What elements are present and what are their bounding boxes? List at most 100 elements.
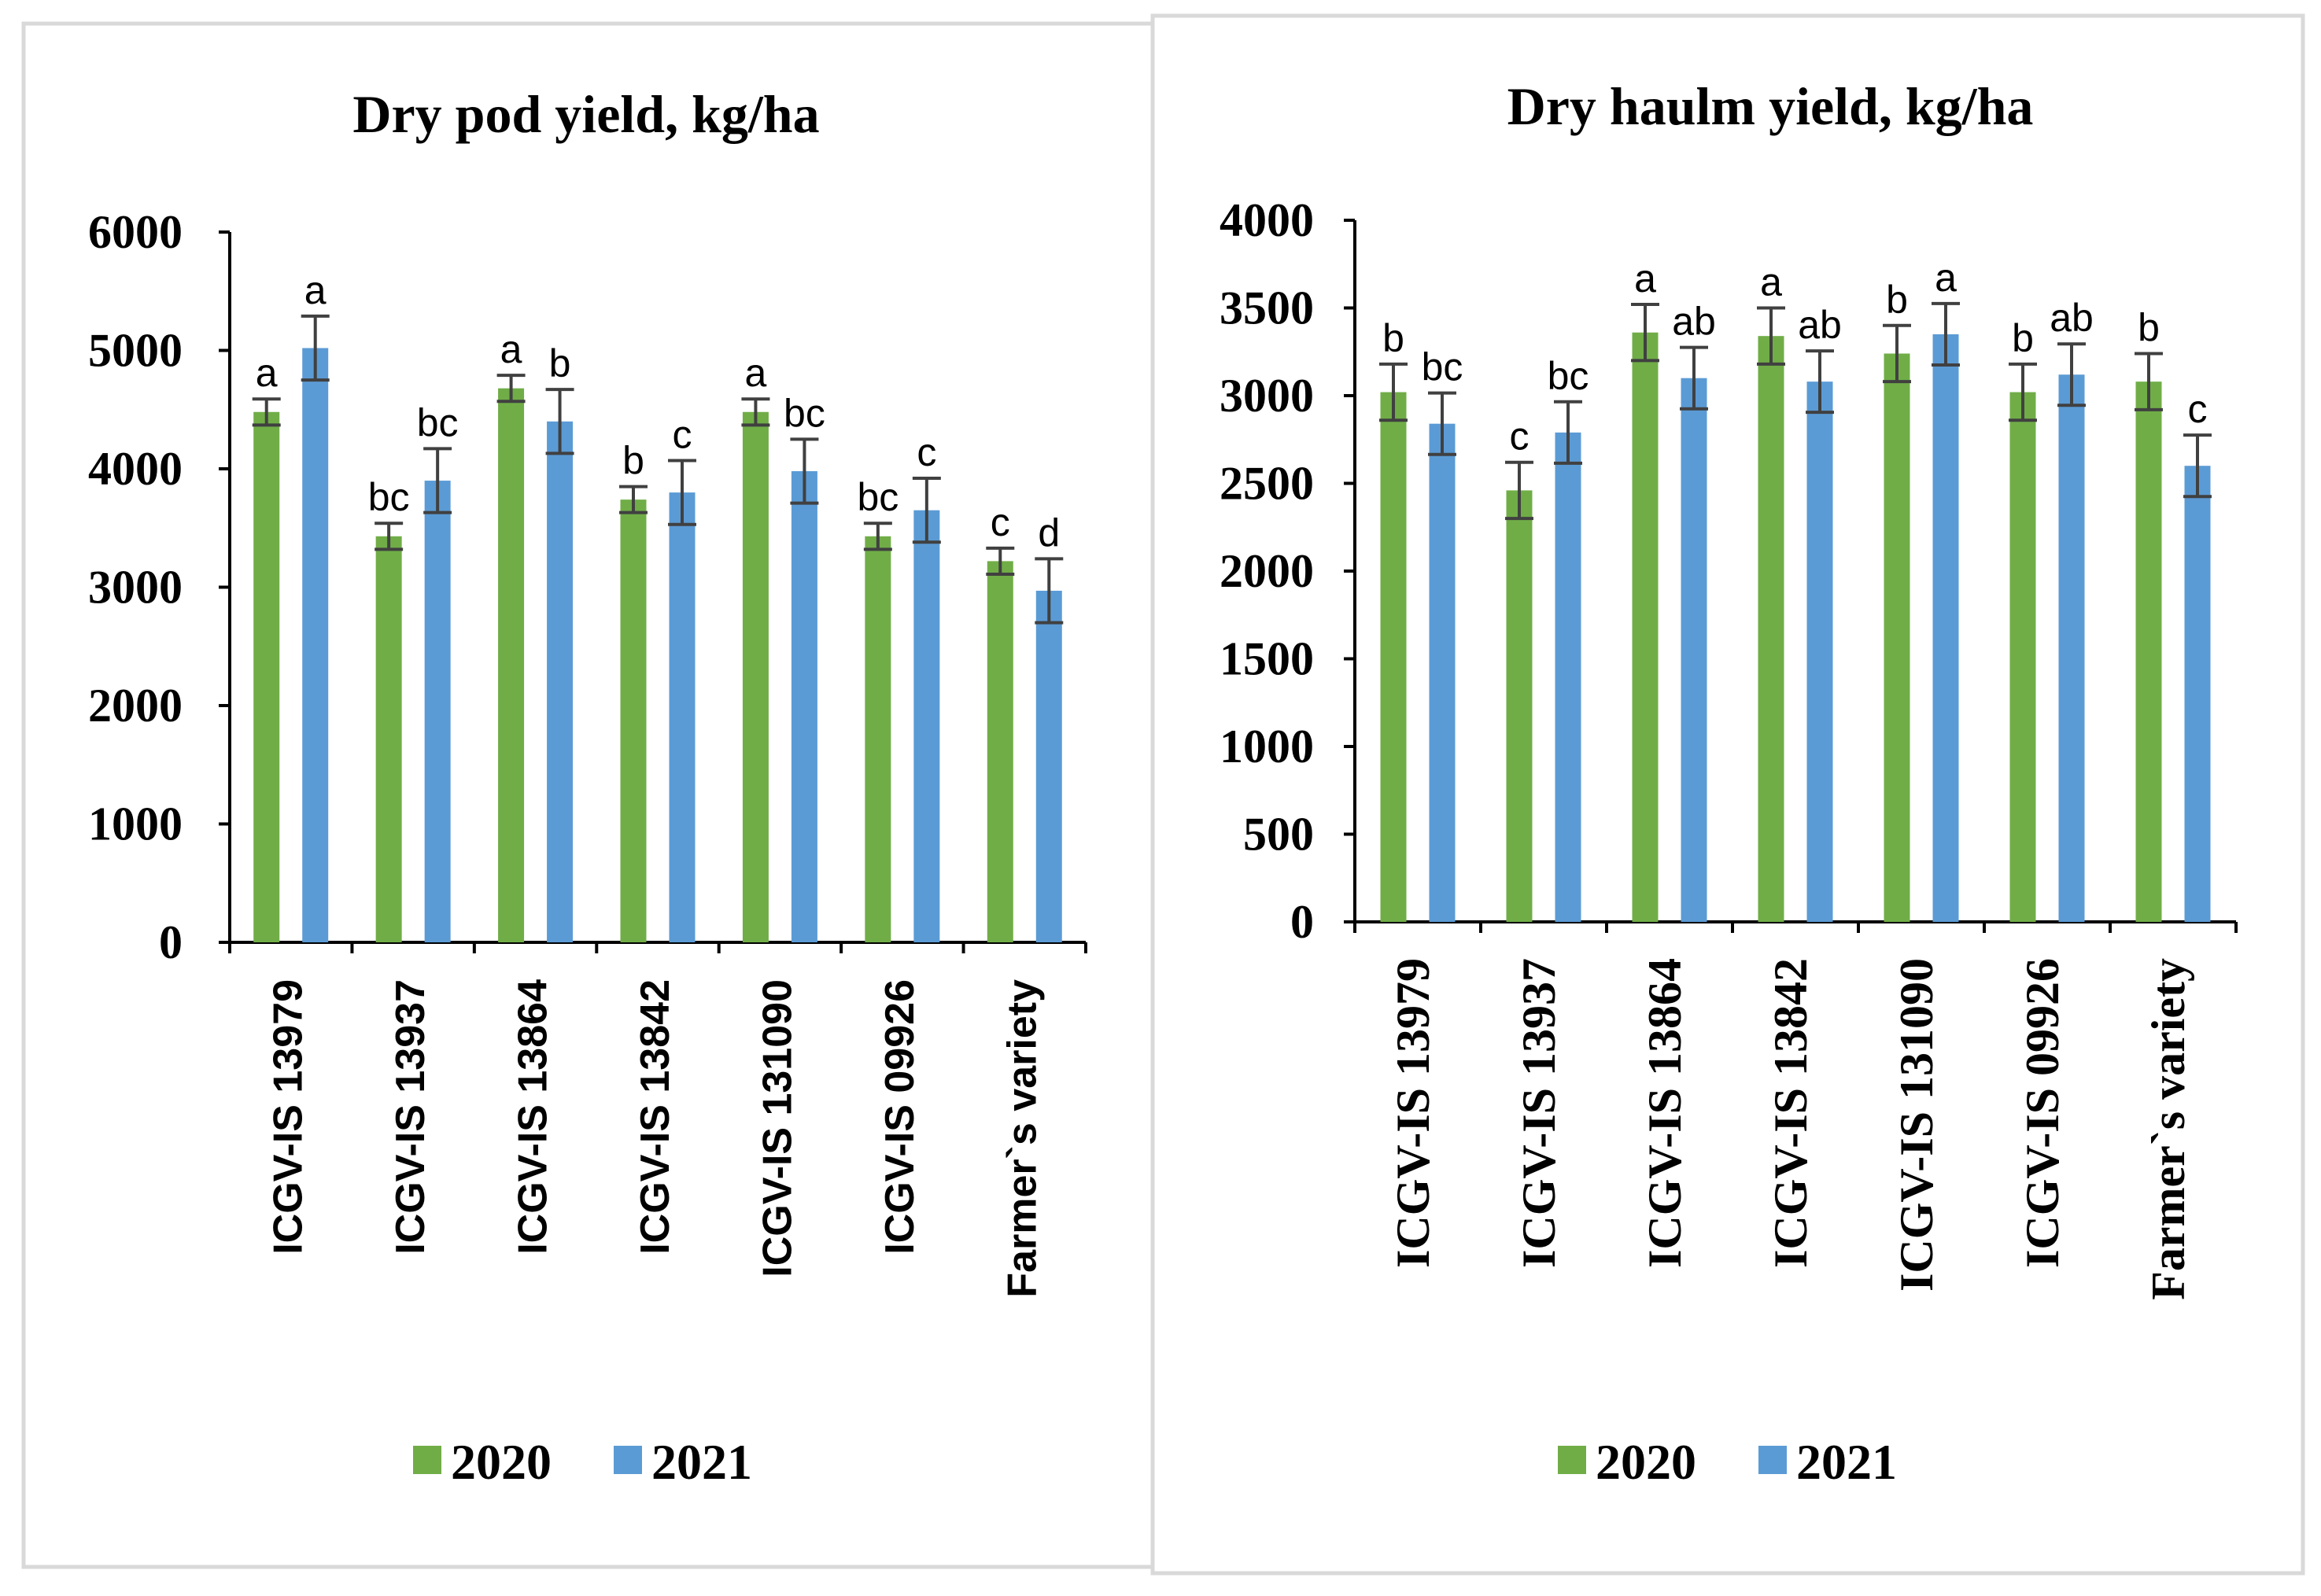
panel-border — [21, 21, 1155, 1569]
significance-letter: b — [622, 439, 644, 483]
bar-2021 — [1806, 381, 1833, 922]
significance-letter: b — [1382, 316, 1404, 360]
bar-2021 — [424, 481, 451, 942]
bar-2020 — [1380, 392, 1407, 922]
significance-letter: ab — [2050, 296, 2094, 340]
x-tick-label: ICGV-IS 13864 — [1639, 958, 1691, 1268]
significance-letter: c — [991, 500, 1010, 544]
bar-2020 — [2135, 381, 2162, 922]
bar-2020 — [1884, 353, 1910, 923]
chart-dry-haulm-yield: Dry haulm yield, kg/ha 0 500 1000 1500 2000 2… — [1150, 13, 2305, 1576]
chart-dry-pod-yield: Dry pod yield, kg/ha 0 1000 2000 3000 4000 50… — [21, 21, 1155, 1569]
significance-letter: a — [1935, 256, 1957, 300]
legend-label-2020: 2020 — [1596, 1434, 1696, 1490]
bar-2021 — [791, 471, 817, 942]
x-tick-label: ICGV-IS 131090 — [1891, 958, 1943, 1292]
bar-2020 — [865, 536, 891, 942]
bar-2021 — [669, 492, 696, 942]
bar-2021 — [2058, 374, 2085, 922]
y-tick-label: 1500 — [1220, 633, 1314, 685]
bar-2020 — [253, 411, 280, 942]
chart-title: Dry pod yield, kg/ha — [352, 84, 819, 144]
significance-letter: a — [304, 268, 327, 312]
bar-2020 — [1506, 490, 1533, 922]
legend-swatch-2021 — [1758, 1446, 1787, 1474]
significance-letter: a — [256, 351, 278, 395]
significance-letter: b — [1886, 278, 1908, 322]
significance-letter: b — [2138, 305, 2160, 349]
significance-letter: c — [2188, 387, 2208, 431]
y-tick-label: 1000 — [88, 798, 183, 850]
bar-2020 — [375, 536, 402, 942]
significance-letter: b — [549, 341, 571, 385]
bar-2020 — [1758, 336, 1784, 922]
bar-2021 — [1429, 423, 1456, 922]
y-tick-label: 3000 — [1220, 370, 1314, 422]
x-tick-label: ICGV-IS 13864 — [511, 979, 556, 1255]
x-tick-label: ICGV-IS 09926 — [877, 979, 923, 1255]
bar-2021 — [1681, 378, 1707, 922]
x-tick-label: ICGV-IS 13842 — [1765, 958, 1817, 1268]
significance-letter: a — [500, 327, 522, 371]
x-tick-label: ICGV-IS 09926 — [2017, 958, 2068, 1268]
panel-border — [1150, 13, 2305, 1576]
y-tick-label: 2000 — [88, 680, 183, 732]
y-tick-label: 6000 — [88, 206, 183, 258]
significance-letter: bc — [368, 475, 410, 519]
y-tick-label: 1000 — [1220, 721, 1314, 772]
bar-2020 — [2009, 392, 2036, 922]
y-tick-label: 2500 — [1220, 458, 1314, 510]
significance-letter: bc — [1422, 345, 1463, 389]
x-tick-label: ICGV-IS 13937 — [1513, 958, 1565, 1268]
significance-letter: ab — [1672, 300, 1716, 344]
significance-letter: bc — [417, 400, 459, 444]
bar-2020 — [498, 388, 525, 942]
bar-2021 — [2184, 466, 2211, 922]
x-tick-label: Farmer`s variety — [999, 979, 1045, 1298]
legend-label-2021: 2021 — [651, 1434, 752, 1490]
significance-letter: c — [917, 430, 936, 474]
bar-2021 — [547, 421, 574, 942]
significance-letter: b — [2012, 316, 2034, 360]
bar-2021 — [302, 348, 329, 942]
bar-2021 — [1555, 432, 1581, 922]
x-tick-label: ICGV-IS 13979 — [1387, 958, 1439, 1268]
significance-letter: a — [1634, 256, 1656, 300]
bar-2020 — [987, 561, 1013, 942]
significance-letter: ab — [1798, 303, 1842, 347]
legend-label-2020: 2020 — [451, 1434, 552, 1490]
x-tick-label: ICGV-IS 13842 — [633, 979, 678, 1255]
legend-swatch-2020 — [1558, 1446, 1586, 1474]
x-tick-label: ICGV-IS 131090 — [755, 979, 800, 1277]
x-tick-label: Farmer`s variety — [2142, 958, 2194, 1300]
x-tick-label: ICGV-IS 13937 — [388, 979, 434, 1255]
significance-letter: c — [1510, 415, 1529, 459]
significance-letter: d — [1038, 510, 1060, 555]
bar-2020 — [620, 499, 647, 942]
y-tick-label: 3500 — [1220, 282, 1314, 334]
significance-letter: c — [673, 412, 692, 456]
bar-2021 — [913, 510, 940, 942]
y-tick-label: 0 — [159, 916, 183, 968]
significance-letter: bc — [857, 475, 899, 519]
significance-letter: a — [745, 351, 767, 395]
significance-letter: bc — [1548, 354, 1589, 398]
legend-label-2021: 2021 — [1796, 1434, 1897, 1490]
y-tick-label: 2000 — [1220, 545, 1314, 597]
y-tick-label: 3000 — [88, 562, 183, 614]
chart-title: Dry haulm yield, kg/ha — [1507, 76, 2034, 136]
legend-swatch-2020 — [413, 1446, 441, 1474]
bar-2020 — [742, 411, 769, 942]
significance-letter: a — [1760, 260, 1782, 304]
significance-letter: bc — [784, 391, 825, 435]
bar-2021 — [1035, 591, 1062, 942]
y-tick-label: 4000 — [88, 443, 183, 495]
y-tick-label: 0 — [1290, 896, 1314, 948]
bar-2020 — [1632, 332, 1659, 923]
y-tick-label: 4000 — [1220, 194, 1314, 246]
y-tick-label: 500 — [1243, 809, 1314, 861]
bar-2021 — [1932, 334, 1959, 922]
x-tick-label: ICGV-IS 13979 — [266, 979, 312, 1255]
y-tick-label: 5000 — [88, 325, 183, 377]
